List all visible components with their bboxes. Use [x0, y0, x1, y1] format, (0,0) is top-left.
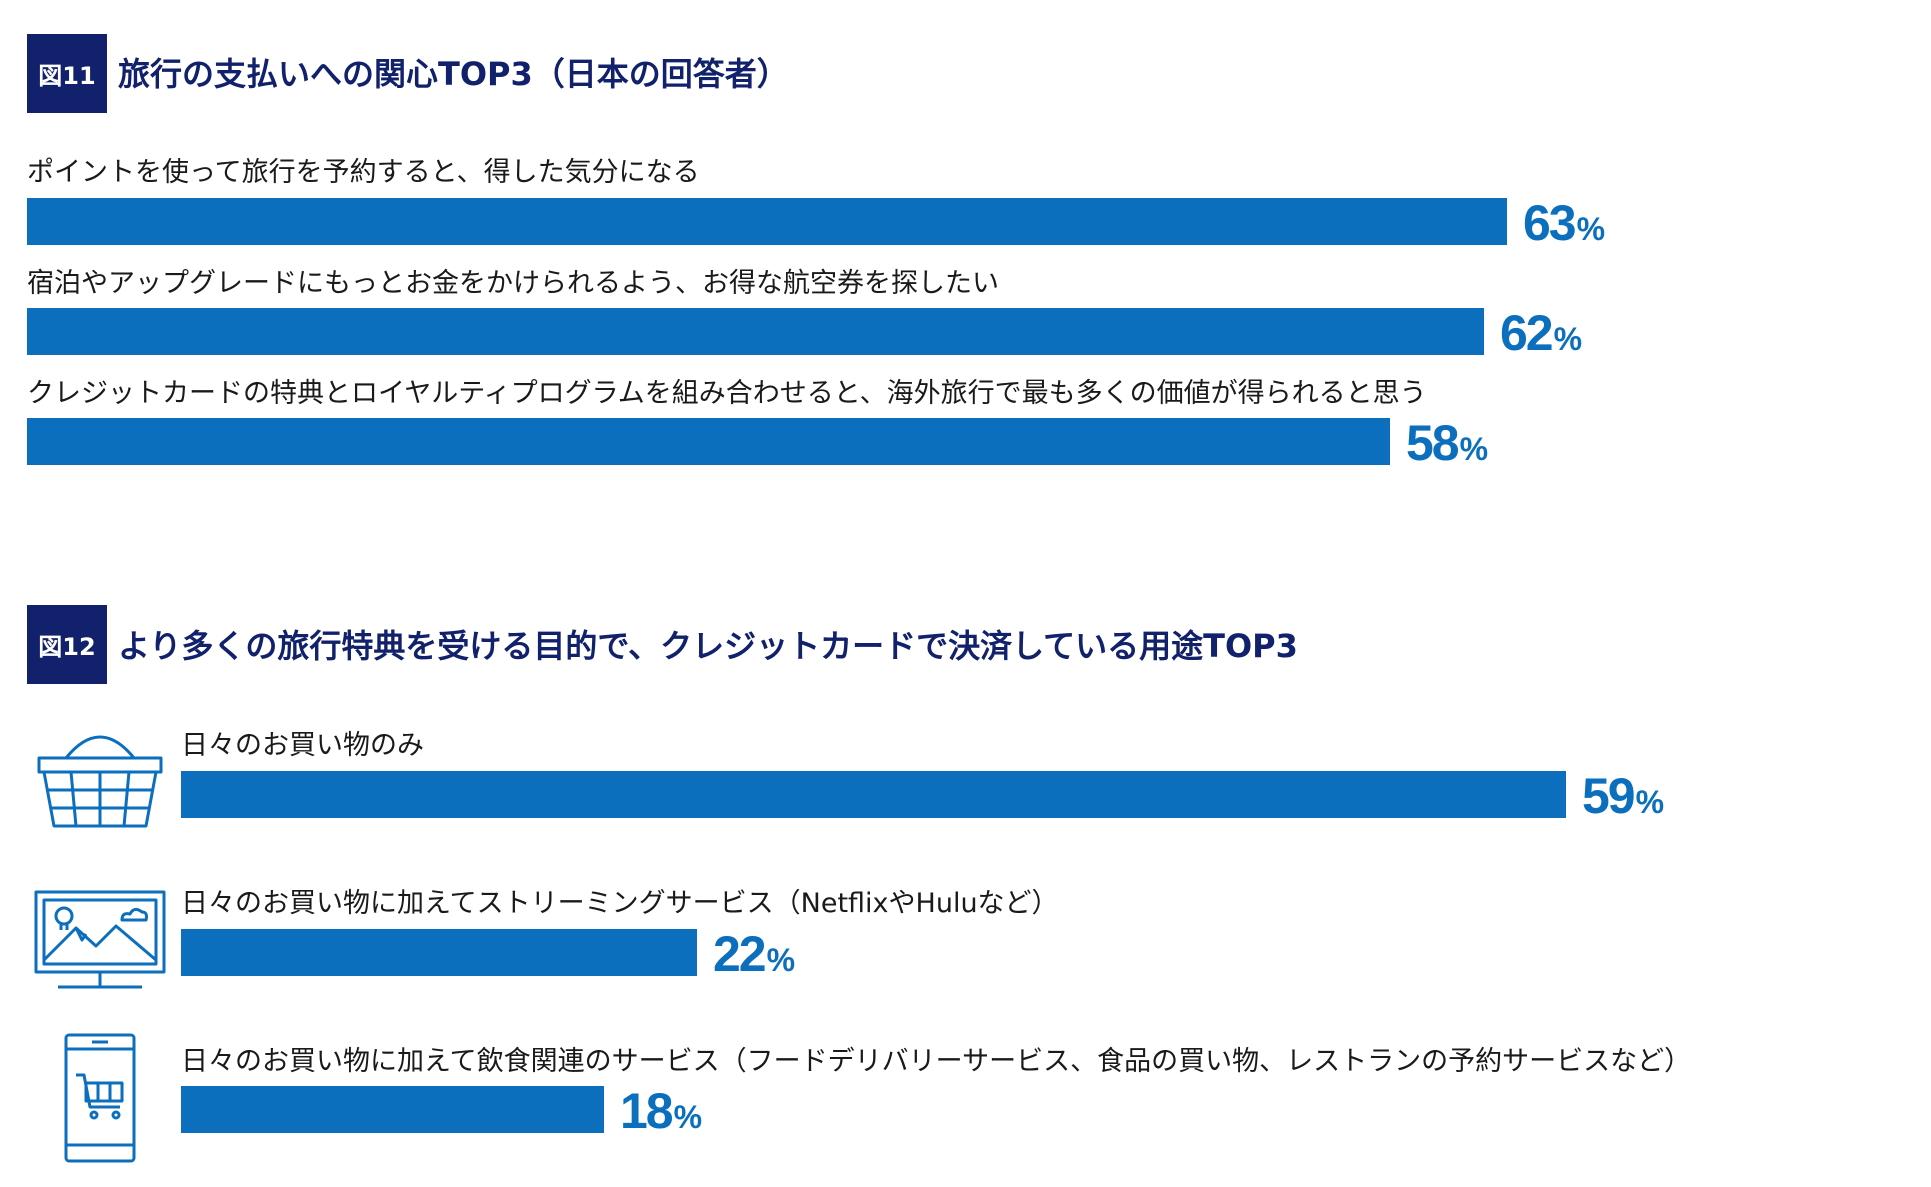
fig11-bar-3	[27, 418, 1390, 465]
fig12-bar-2	[181, 929, 697, 976]
fig11-unit-3: %	[1459, 431, 1489, 467]
fig11-value-label-3: 58%	[1406, 418, 1488, 468]
fig11-unit-2: %	[1553, 321, 1583, 357]
fig11-category-label-1: ポイントを使って旅行を予約すると、得した気分になる	[27, 157, 700, 188]
fig12-bar-3	[181, 1086, 604, 1133]
figure-12-tag-text: 図12	[38, 633, 96, 661]
fig12-category-label-2: 日々のお買い物に加えてストリーミングサービス（NetflixやHuluなど）	[181, 888, 1059, 919]
fig12-category-label-1: 日々のお買い物のみ	[181, 730, 424, 761]
fig11-bar-2	[27, 308, 1484, 355]
fig11-unit-1: %	[1576, 211, 1606, 247]
monitor-landscape-icon	[34, 890, 166, 990]
fig11-value-1: 63	[1523, 195, 1577, 251]
fig11-value-label-1: 63%	[1523, 198, 1605, 248]
smartphone-cart-icon	[64, 1033, 136, 1163]
figure-12-tag: 図12	[27, 605, 107, 684]
fig11-category-label-3: クレジットカードの特典とロイヤルティプログラムを組み合わせると、海外旅行で最も多…	[27, 378, 1427, 409]
fig12-value-3: 18	[620, 1083, 674, 1139]
figure-12-title: より多くの旅行特典を受ける目的で、クレジットカードで決済している用途TOP3	[118, 627, 1298, 665]
fig12-value-label-3: 18%	[620, 1086, 702, 1136]
fig12-unit-3: %	[673, 1099, 703, 1135]
figure-11-title: 旅行の支払いへの関心TOP3（日本の回答者）	[118, 55, 789, 93]
fig12-value-label-2: 22%	[713, 929, 795, 979]
fig12-value-1: 59	[1582, 768, 1636, 824]
fig12-unit-2: %	[766, 942, 796, 978]
figure-11-tag-text: 図11	[38, 62, 96, 90]
fig11-bar-1	[27, 198, 1507, 245]
fig11-category-label-2: 宿泊やアップグレードにもっとお金をかけられるよう、お得な航空券を探したい	[27, 268, 999, 299]
fig12-value-2: 22	[713, 926, 767, 982]
fig12-value-label-1: 59%	[1582, 771, 1664, 821]
fig12-bar-1	[181, 771, 1566, 818]
fig11-value-3: 58	[1406, 415, 1460, 471]
fig12-unit-1: %	[1635, 784, 1665, 820]
figure-11-tag: 図11	[27, 34, 107, 113]
fig12-category-label-3: 日々のお買い物に加えて飲食関連のサービス（フードデリバリーサービス、食品の買い物…	[181, 1046, 1692, 1077]
fig11-value-2: 62	[1500, 305, 1554, 361]
shopping-basket-icon	[36, 728, 164, 830]
fig11-value-label-2: 62%	[1500, 308, 1582, 358]
